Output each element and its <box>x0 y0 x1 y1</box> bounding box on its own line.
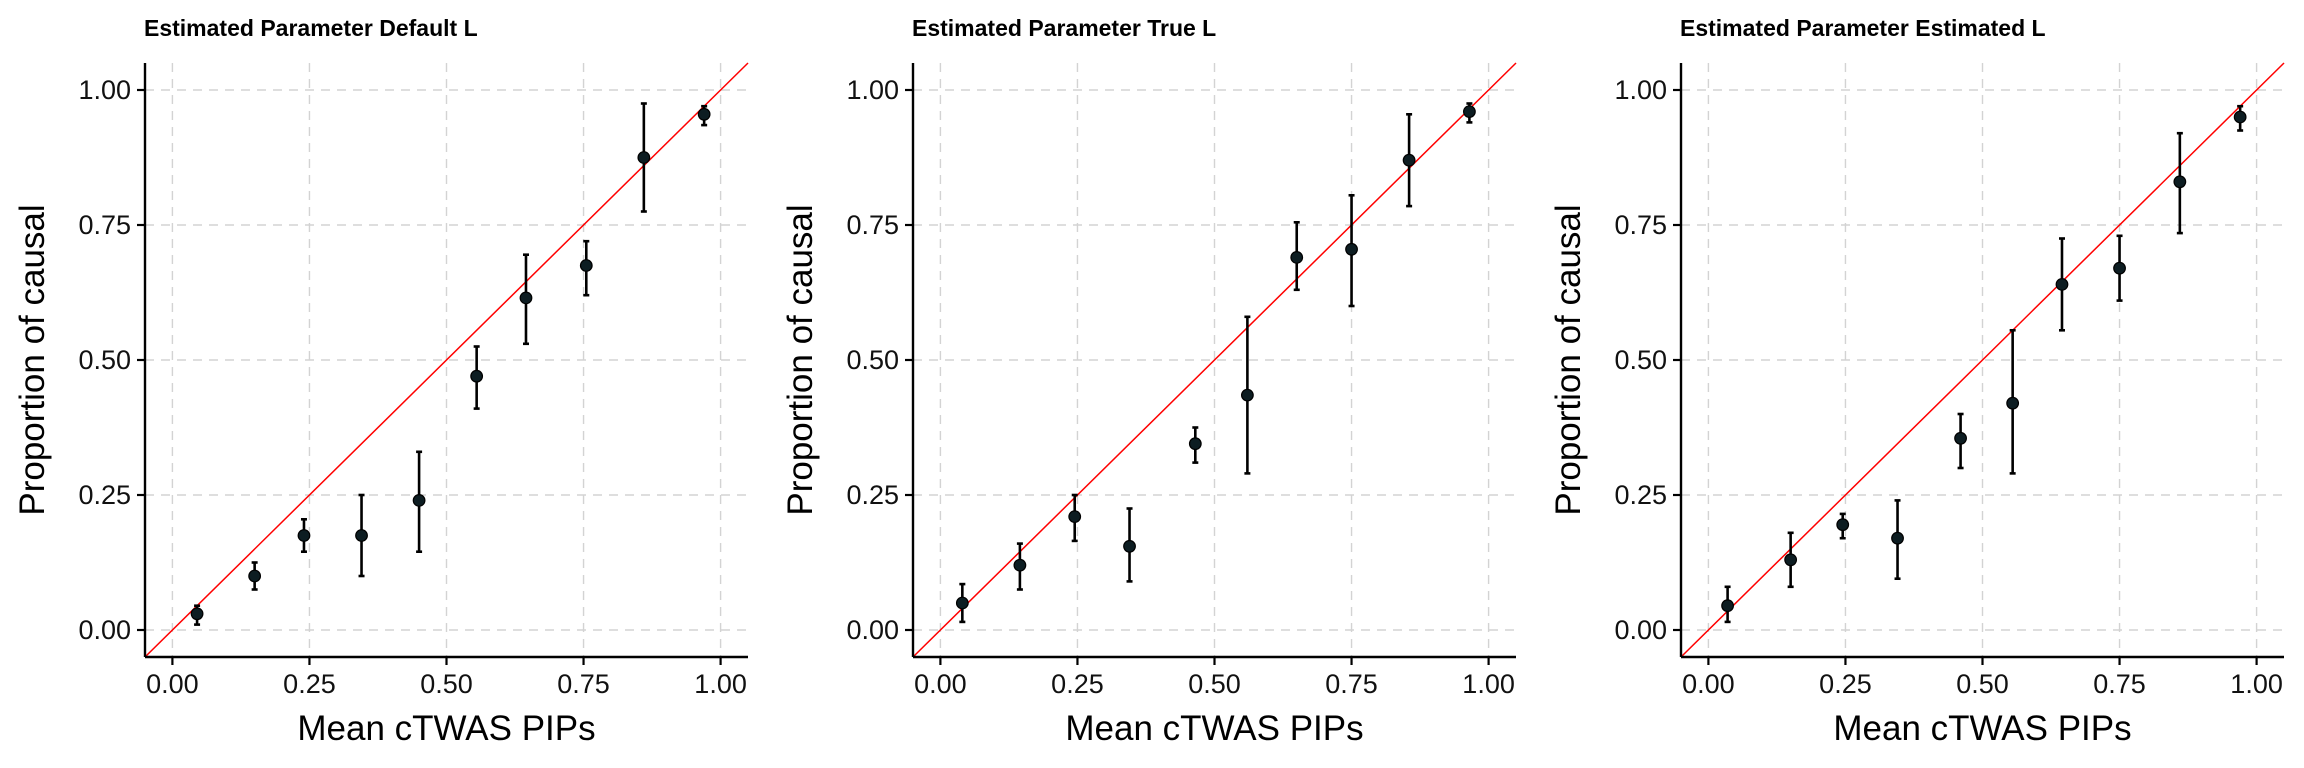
x-tick-label: 1.00 <box>1462 669 1515 699</box>
x-tick-label: 0.00 <box>914 669 967 699</box>
x-axis-title: Mean cTWAS PIPs <box>297 709 595 748</box>
x-tick-label: 0.25 <box>1051 669 1104 699</box>
x-tick-label: 0.75 <box>557 669 610 699</box>
panel-title: Estimated Parameter True L <box>912 15 1216 41</box>
data-point <box>1188 437 1202 451</box>
data-point <box>697 107 711 121</box>
y-tick-label: 1.00 <box>78 75 131 105</box>
data-point <box>2233 110 2247 124</box>
data-point <box>1891 531 1904 545</box>
y-tick-label: 0.00 <box>78 615 131 645</box>
reference-line <box>1680 62 2285 658</box>
data-point <box>519 291 533 305</box>
data-point <box>1402 153 1416 167</box>
y-tick-label: 0.25 <box>78 480 131 510</box>
data-point <box>1954 431 1967 445</box>
data-point <box>1240 388 1254 402</box>
x-tick-label: 0.50 <box>420 669 473 699</box>
y-tick-label: 0.75 <box>846 210 899 240</box>
data-point <box>1068 510 1082 523</box>
x-tick-label: 0.75 <box>2093 669 2146 699</box>
y-tick-label: 0.25 <box>846 480 899 510</box>
y-tick-label: 0.75 <box>1614 210 1667 240</box>
y-axis-title: Proportion of causal <box>13 204 52 515</box>
panel-title: Estimated Parameter Default L <box>144 15 478 41</box>
reference-line <box>912 62 1517 658</box>
x-tick-label: 0.75 <box>1325 669 1378 699</box>
y-axis-title: Proportion of causal <box>1549 204 1588 515</box>
x-tick-label: 1.00 <box>2230 669 2283 699</box>
x-axis-title: Mean cTWAS PIPs <box>1833 709 2131 748</box>
data-point <box>1123 539 1136 553</box>
data-point <box>1013 558 1027 572</box>
y-axis-title: Proportion of causal <box>781 204 820 515</box>
data-point <box>2173 175 2187 189</box>
y-tick-label: 0.50 <box>78 345 131 375</box>
data-point <box>2113 261 2126 275</box>
panel-3: Estimated Parameter Estimated L 0.00 0.25 0… <box>1549 15 2285 748</box>
y-tick-label: 0.50 <box>1614 345 1667 375</box>
y-tick-label: 1.00 <box>846 75 899 105</box>
data-point <box>248 569 262 583</box>
data-point <box>1784 553 1798 567</box>
data-point <box>1463 105 1476 118</box>
x-tick-label: 0.00 <box>1682 669 1735 699</box>
x-tick-label: 0.50 <box>1956 669 2009 699</box>
panel-title: Estimated Parameter Estimated L <box>1680 15 2046 41</box>
data-point <box>955 596 969 610</box>
y-tick-label: 0.50 <box>846 345 899 375</box>
data-point <box>297 529 311 542</box>
x-tick-label: 0.25 <box>1819 669 1872 699</box>
x-tick-label: 0.00 <box>146 669 199 699</box>
data-point <box>412 494 426 507</box>
x-tick-label: 1.00 <box>694 669 747 699</box>
data-point <box>470 369 484 383</box>
data-point <box>2006 396 2020 410</box>
x-tick-label: 0.25 <box>283 669 336 699</box>
y-tick-label: 1.00 <box>1614 75 1667 105</box>
data-point <box>1290 250 1304 264</box>
data-point <box>1836 518 1850 532</box>
y-tick-label: 0.00 <box>1614 615 1667 645</box>
data-point <box>2055 278 2069 291</box>
data-point <box>1721 599 1734 613</box>
data-point <box>637 151 651 164</box>
y-tick-label: 0.75 <box>78 210 131 240</box>
panel-2: Estimated Parameter True L 0.00 0.25 0.50 0.… <box>781 15 1517 748</box>
y-tick-label: 0.25 <box>1614 480 1667 510</box>
x-axis-title: Mean cTWAS PIPs <box>1065 709 1363 748</box>
data-point <box>355 529 368 542</box>
data-point <box>579 259 593 272</box>
data-point <box>1345 242 1358 256</box>
y-tick-label: 0.00 <box>846 615 899 645</box>
x-tick-label: 0.50 <box>1188 669 1241 699</box>
data-point <box>190 607 204 621</box>
panel-1: Estimated Parameter Default L 0.00 0.25 0.5… <box>13 15 749 748</box>
